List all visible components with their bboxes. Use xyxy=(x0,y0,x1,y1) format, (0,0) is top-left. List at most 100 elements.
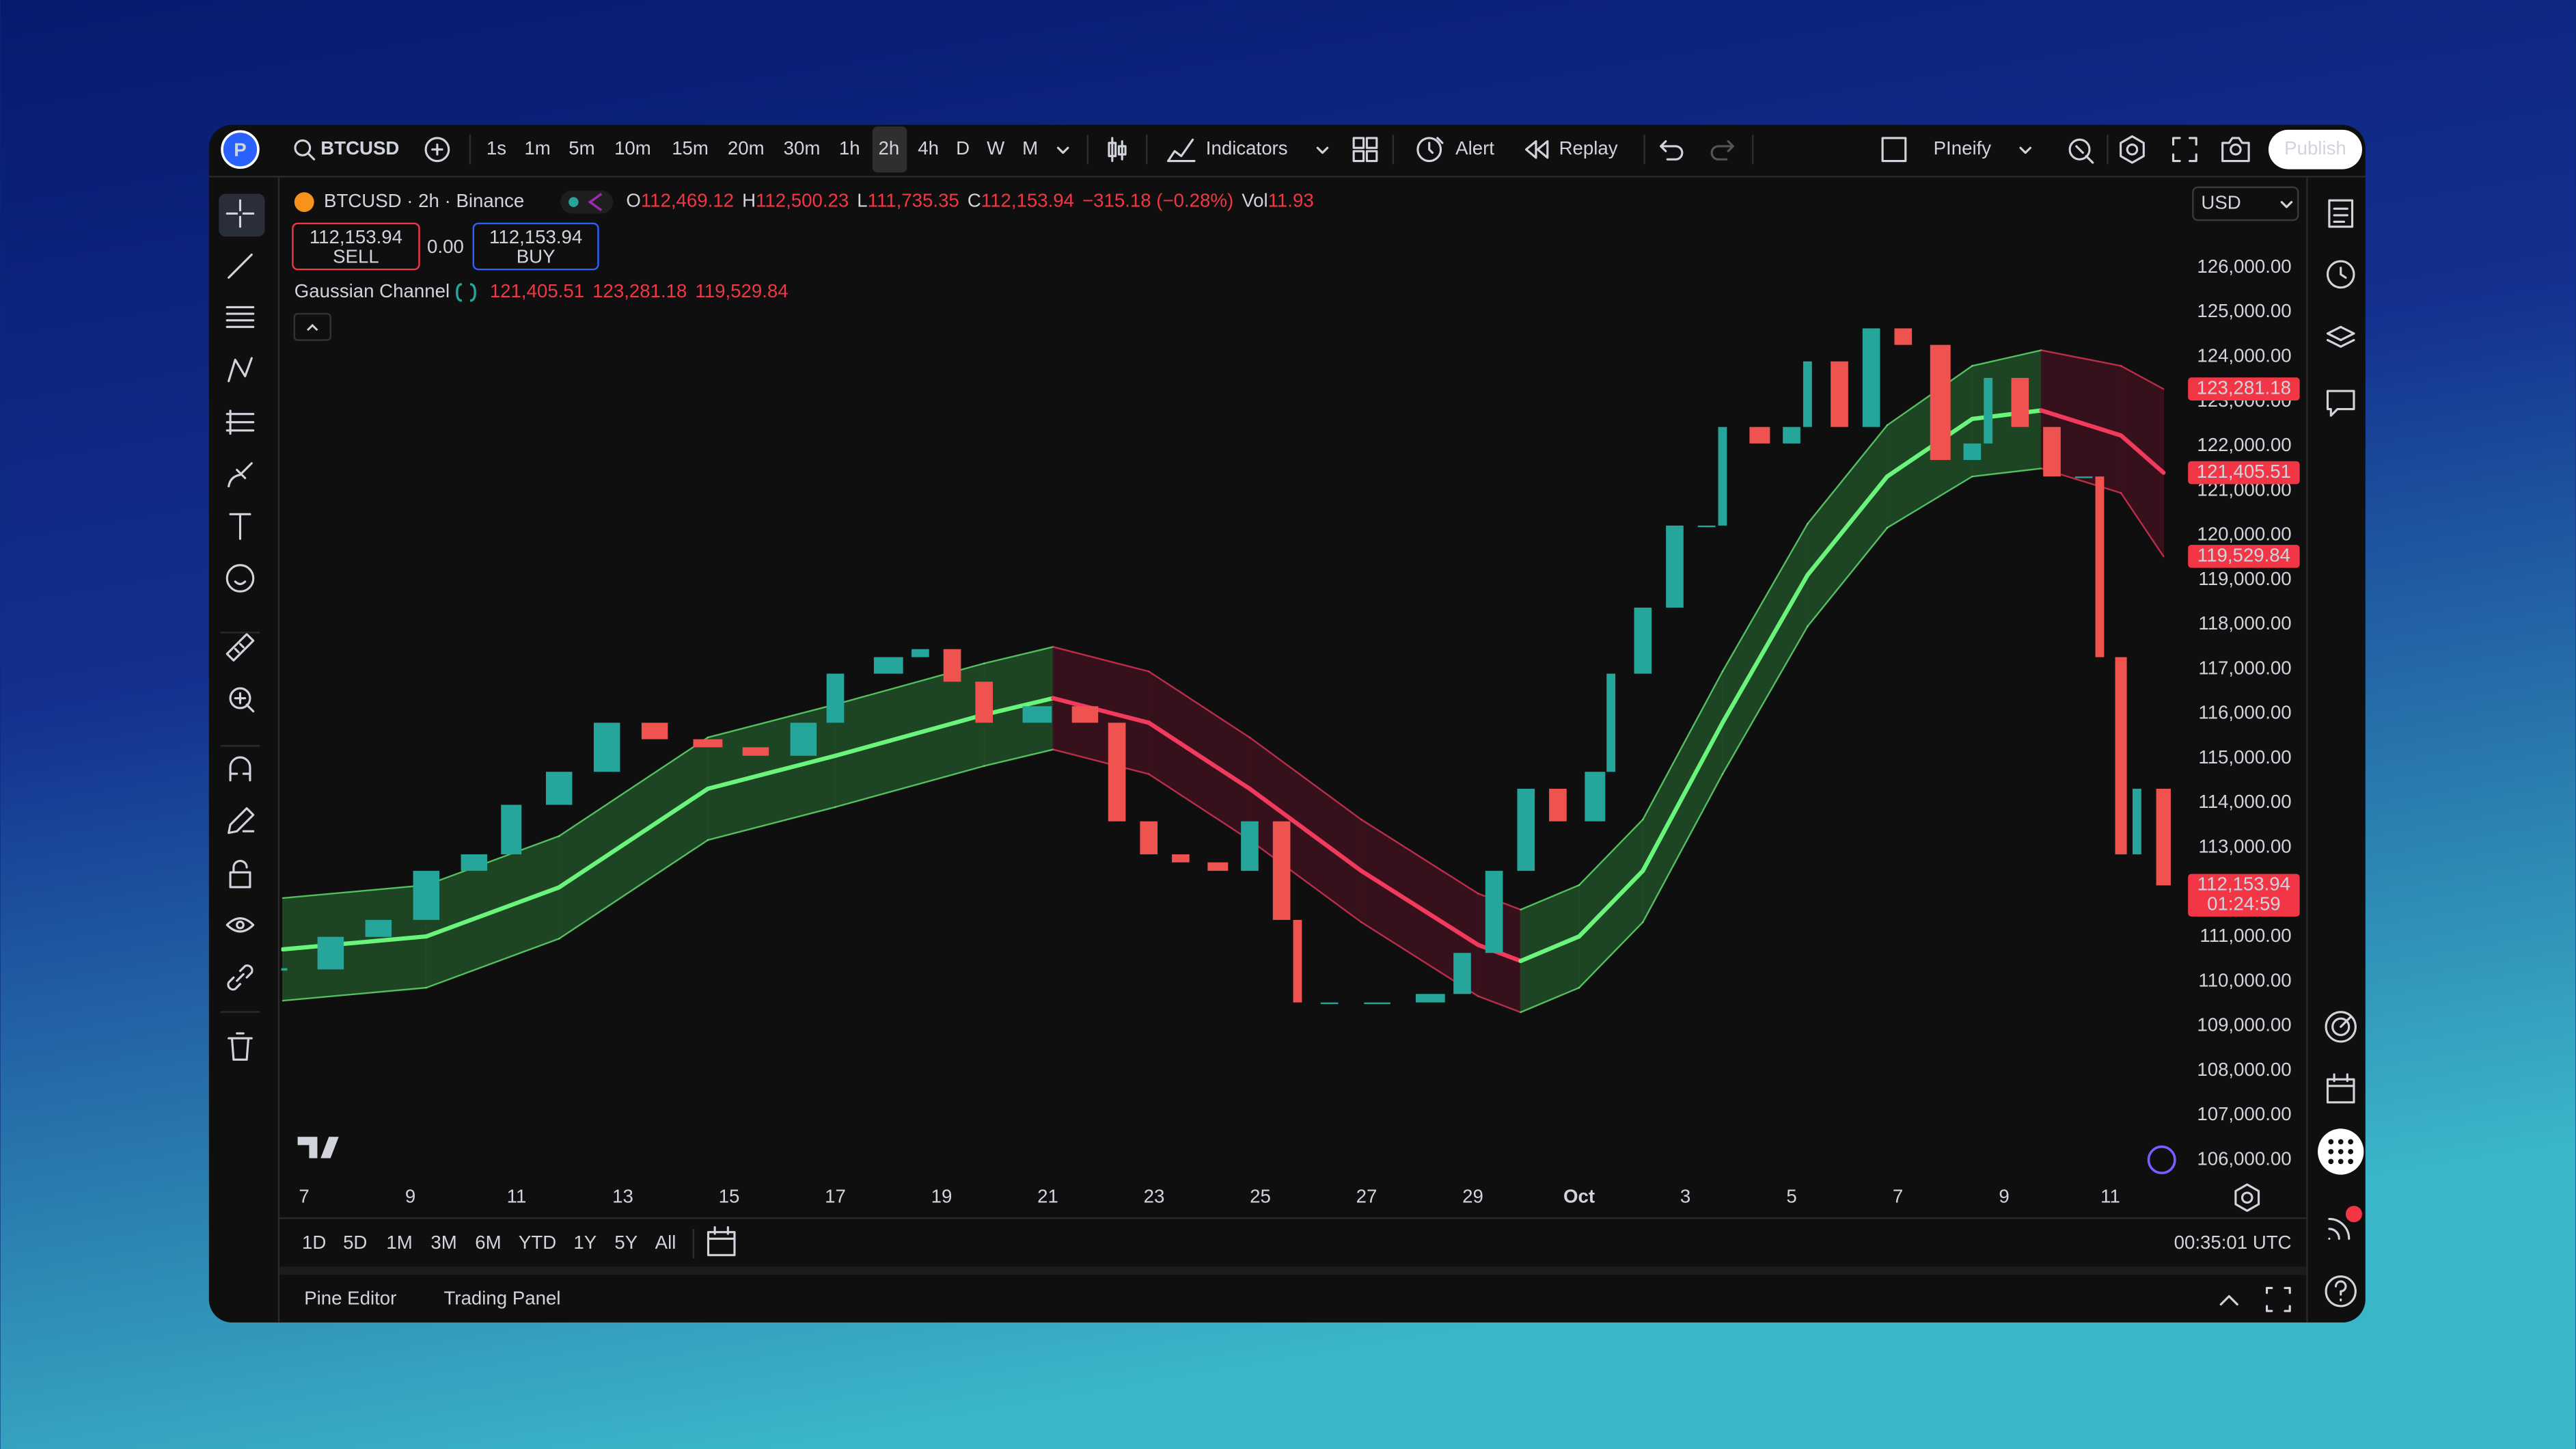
candle xyxy=(2115,657,2127,854)
candle xyxy=(1963,443,1982,460)
symbol[interactable]: BTCUSD xyxy=(320,137,399,159)
icon-alert[interactable] xyxy=(1416,137,1444,163)
range-button[interactable]: YTD xyxy=(519,1232,556,1253)
icon-fib[interactable] xyxy=(225,409,255,435)
icon-target[interactable] xyxy=(2325,1011,2357,1043)
timeframe[interactable]: D xyxy=(956,137,970,159)
timeframe[interactable]: 1s xyxy=(487,137,506,159)
icon-lock[interactable] xyxy=(229,859,251,889)
channel-mid xyxy=(1576,868,1645,939)
icon-chev[interactable] xyxy=(2019,146,2032,154)
icon-shape xyxy=(294,139,316,161)
icon-lines[interactable] xyxy=(225,306,255,328)
icon-expand[interactable] xyxy=(2266,1286,2291,1312)
icon-scan[interactable] xyxy=(2068,138,2094,164)
icon-trash[interactable] xyxy=(228,1032,253,1061)
timeframe[interactable]: 30m xyxy=(784,137,821,159)
icon-candles[interactable] xyxy=(1108,137,1127,163)
range-button[interactable]: 1Y xyxy=(573,1232,597,1253)
icon-redo[interactable] xyxy=(1710,140,1734,161)
icon-link[interactable] xyxy=(227,964,254,991)
icon-camera[interactable] xyxy=(2221,137,2250,163)
icon-shape xyxy=(2326,260,2355,289)
range-button[interactable]: 5Y xyxy=(614,1232,638,1253)
y-tick-label: 124,000.00 xyxy=(2197,345,2291,366)
icon-eye[interactable] xyxy=(225,917,255,933)
icon-chev[interactable] xyxy=(1316,146,1329,154)
range-button[interactable]: 1M xyxy=(386,1232,412,1253)
timeframe[interactable]: 2h xyxy=(879,137,900,159)
indicators-button[interactable]: Indicators xyxy=(1206,137,1288,159)
replay-button[interactable]: Replay xyxy=(1559,137,1618,159)
timeframe[interactable]: 1m xyxy=(524,137,550,159)
icon-line[interactable] xyxy=(228,254,253,279)
icon-chat[interactable] xyxy=(2326,390,2355,417)
icon-help[interactable] xyxy=(2325,1275,2357,1308)
icon-shape xyxy=(227,964,254,991)
currency-select[interactable] xyxy=(2192,186,2299,221)
panel-tab[interactable]: Trading Panel xyxy=(444,1288,561,1309)
apps-dot xyxy=(2338,1149,2344,1154)
channel-upper xyxy=(425,835,560,886)
icon-signal[interactable] xyxy=(2328,1217,2351,1240)
range-button[interactable]: 6M xyxy=(475,1232,501,1253)
timeframe[interactable]: 20m xyxy=(728,137,765,159)
panel-tab[interactable]: Pine Editor xyxy=(304,1288,396,1309)
timeframe[interactable]: 10m xyxy=(614,137,651,159)
icon-zoom[interactable] xyxy=(229,687,255,713)
timeframe[interactable]: W xyxy=(987,137,1004,159)
icon-text[interactable] xyxy=(229,513,251,540)
candle xyxy=(593,722,620,772)
timeframe[interactable]: 15m xyxy=(672,137,709,159)
icon-shape xyxy=(2326,325,2355,348)
icon-smile[interactable] xyxy=(225,564,255,593)
range-button[interactable]: 3M xyxy=(430,1232,456,1253)
layout-name[interactable]: PIneify xyxy=(1934,137,1992,159)
icon-calendar[interactable] xyxy=(2326,1073,2355,1104)
timeframe[interactable]: 4h xyxy=(918,137,939,159)
y-tick-label: 125,000.00 xyxy=(2197,300,2291,321)
icon-plus[interactable] xyxy=(424,137,450,163)
icon-nodes[interactable] xyxy=(228,357,253,383)
alert-button[interactable]: Alert xyxy=(1455,137,1494,159)
timeframe[interactable]: 1h xyxy=(839,137,860,159)
icon-pencil[interactable] xyxy=(228,807,255,835)
plot-area xyxy=(281,328,2171,1014)
icon-chev[interactable] xyxy=(2280,201,2293,208)
icon-gear[interactable] xyxy=(2234,1183,2260,1213)
icon-clock[interactable] xyxy=(2326,260,2355,289)
icon-ruler[interactable] xyxy=(225,633,255,662)
icon-search[interactable] xyxy=(294,139,316,161)
range-button[interactable]: 1D xyxy=(302,1232,326,1253)
icon-calendar[interactable] xyxy=(707,1225,736,1256)
icon-fullscreen[interactable] xyxy=(2171,137,2197,163)
icon-layers[interactable] xyxy=(2326,325,2355,348)
indicator-values: 121,405.51 123,281.18 119,529.84 xyxy=(490,280,789,301)
icon-cross[interactable] xyxy=(225,199,255,228)
icon-chartIcon[interactable] xyxy=(1166,138,1196,163)
buy-price: 112,153.94 xyxy=(489,226,582,247)
buy-button[interactable] xyxy=(472,222,599,271)
icon-brush[interactable] xyxy=(228,462,253,488)
icon-undo[interactable] xyxy=(1660,140,1684,161)
timeframe[interactable]: M xyxy=(1022,137,1038,159)
icon-square[interactable] xyxy=(1881,137,1907,163)
icon-shape xyxy=(225,564,255,593)
timeframe[interactable]: 5m xyxy=(568,137,594,159)
icon-gridIcon[interactable] xyxy=(1352,137,1378,163)
range-button[interactable]: All xyxy=(655,1232,676,1253)
publish-button[interactable] xyxy=(2268,129,2362,170)
collapse-button[interactable] xyxy=(293,312,331,341)
icon-magnet[interactable] xyxy=(229,756,251,782)
candle xyxy=(1634,608,1652,674)
sell-button[interactable] xyxy=(292,222,420,271)
assistant-icon[interactable] xyxy=(2147,1145,2176,1174)
icon-doc[interactable] xyxy=(2328,199,2354,228)
icon-replay[interactable] xyxy=(1524,140,1549,159)
buy-label: BUY xyxy=(517,246,556,267)
icon-chevUp[interactable] xyxy=(2219,1295,2238,1306)
logo[interactable] xyxy=(221,130,260,169)
icon-chev[interactable] xyxy=(1056,146,1069,154)
range-button[interactable]: 5D xyxy=(343,1232,367,1253)
icon-gear[interactable] xyxy=(2120,135,2145,164)
